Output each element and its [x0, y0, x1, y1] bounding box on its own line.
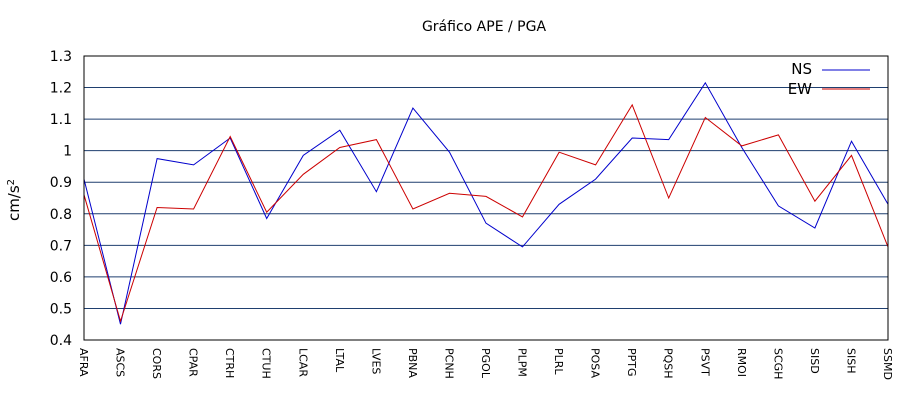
x-tick-label: CORS — [150, 348, 163, 379]
x-tick-label: CTUH — [260, 348, 273, 379]
x-tick-label: LCAR — [296, 348, 309, 377]
x-tick-label: LTAL — [333, 348, 346, 373]
legend: NS EW — [788, 60, 870, 98]
y-tick-labels: 0.4 0.5 0.6 0.7 0.8 0.9 1 1.1 1.2 1.3 — [50, 49, 72, 349]
grid-lines — [84, 87, 888, 309]
x-tick-label: SISD — [808, 348, 821, 374]
y-tick-label: 0.5 — [50, 301, 72, 317]
x-tick-label: SISH — [844, 348, 857, 373]
x-tick-label: LVES — [369, 348, 382, 374]
x-tick-label: PLPM — [516, 348, 529, 377]
y-axis-label-text: cm/s — [5, 185, 23, 221]
x-tick-label: PCNH — [442, 348, 455, 379]
x-tick-label: ASCS — [114, 348, 127, 377]
plot-frame — [83, 55, 889, 341]
y-tick-label: 0.4 — [50, 333, 72, 349]
series-line-ns — [83, 81, 889, 325]
x-tick-label: SSMD — [881, 348, 894, 380]
x-tick-label: POSA — [589, 348, 602, 378]
x-tick-label: PPTG — [625, 348, 638, 377]
x-tick-label: CTRH — [223, 348, 236, 378]
y-tick-label: 0.8 — [50, 207, 72, 223]
y-axis-label-superscript: 2 — [6, 179, 17, 185]
series-lines — [83, 81, 889, 325]
chart-title: Gráfico APE / PGA — [422, 19, 546, 35]
x-tick-label: RMOI — [735, 348, 748, 377]
x-tick-label: PQSH — [662, 348, 675, 379]
x-tick-labels: AFRA ASCS CORS CPAR CTRH CTUH LCAR LTAL LVES PBNA… — [77, 348, 894, 380]
y-tick-label: 1.2 — [50, 81, 72, 97]
y-tick-label: 1 — [63, 144, 72, 160]
y-axis-label: cm/s2 — [5, 179, 23, 221]
x-tick-label: PGOL — [479, 348, 492, 379]
x-tick-label: CPAR — [187, 348, 200, 377]
x-tick-label: AFRA — [77, 348, 90, 377]
y-tick-label: 1.1 — [50, 112, 72, 128]
y-tick-label: 1.3 — [50, 49, 72, 65]
x-tick-label: PSVT — [698, 348, 711, 376]
x-tick-label: PBNA — [406, 348, 419, 378]
y-tick-label: 0.7 — [50, 238, 72, 254]
legend-label-ew: EW — [788, 80, 812, 98]
y-tick-label: 0.6 — [50, 270, 72, 286]
y-tick-label: 0.9 — [50, 175, 72, 191]
x-tick-label: SCGH — [771, 348, 784, 379]
series-line-ew — [83, 103, 889, 323]
legend-label-ns: NS — [791, 60, 812, 78]
x-tick-label: PLRL — [552, 348, 565, 375]
